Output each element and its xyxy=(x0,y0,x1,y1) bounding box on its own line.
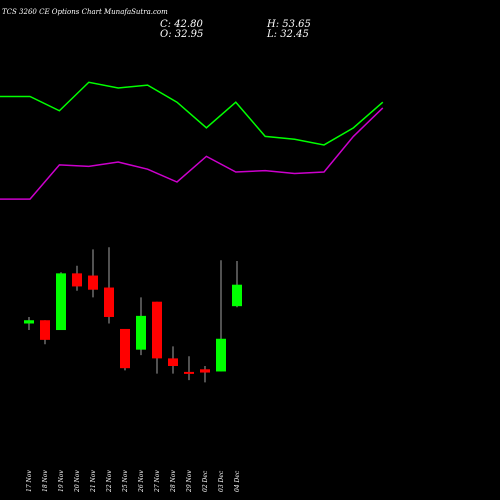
x-tick-label: 17 Nov xyxy=(26,470,33,492)
x-tick-label: 03 Dec xyxy=(218,470,225,492)
candle xyxy=(104,247,114,324)
x-tick-label: 19 Nov xyxy=(58,470,65,492)
candle-body-up xyxy=(136,315,146,350)
x-tick-label: 28 Nov xyxy=(170,470,177,493)
lower-band-line xyxy=(0,107,384,200)
x-tick-label: 26 Nov xyxy=(138,470,145,493)
candle xyxy=(232,261,242,308)
x-axis-labels: 17 Nov 18 Nov 19 Nov 20 Nov 21 Nov 22 Nov 25 N… xyxy=(26,470,241,493)
x-tick-label: 04 Dec xyxy=(234,470,241,492)
high-value: H: 53.65 xyxy=(267,19,311,30)
candle-body-down xyxy=(104,287,114,317)
candle xyxy=(56,272,66,331)
candle xyxy=(72,265,82,291)
x-tick-label: 18 Nov xyxy=(42,470,49,492)
candle xyxy=(88,249,98,298)
x-tick-label: 20 Nov xyxy=(74,470,81,493)
low-value: L: 32.45 xyxy=(267,29,309,40)
indicator-bands xyxy=(0,81,384,200)
close-value: C: 42.80 xyxy=(160,19,203,30)
candle-body-down xyxy=(40,320,50,340)
x-tick-label: 27 Nov xyxy=(154,470,161,493)
x-tick-label: 22 Nov xyxy=(106,470,113,493)
candle xyxy=(216,260,226,372)
x-tick-label: 21 Nov xyxy=(90,470,97,493)
candle-body-down xyxy=(168,358,178,367)
upper-band-line xyxy=(0,81,384,146)
candle-body-down xyxy=(200,369,210,373)
x-tick-label: 02 Dec xyxy=(202,470,209,492)
candle xyxy=(152,301,162,374)
candle-body-up xyxy=(56,273,66,331)
chart-title: TCS 3260 CE Options Chart MunafaSutra.co… xyxy=(2,8,168,16)
open-value: O: 32.95 xyxy=(160,29,204,40)
candle xyxy=(120,328,130,371)
candle xyxy=(40,320,50,345)
candle xyxy=(136,297,146,356)
candle-body-up xyxy=(24,320,34,324)
candle xyxy=(168,346,178,374)
candle xyxy=(184,356,194,381)
candle-body-down xyxy=(88,275,98,290)
candle-body-down xyxy=(184,371,194,374)
x-tick-label: 29 Nov xyxy=(186,470,193,493)
candle-body-up xyxy=(232,284,242,307)
candle-body-down xyxy=(72,273,82,287)
candle-body-down xyxy=(120,328,130,369)
x-tick-label: 25 Nov xyxy=(122,470,129,493)
candle xyxy=(24,316,34,331)
candle-body-down xyxy=(152,301,162,359)
candlestick-series xyxy=(24,247,242,383)
candle xyxy=(200,366,210,383)
candle-body-up xyxy=(216,338,226,372)
